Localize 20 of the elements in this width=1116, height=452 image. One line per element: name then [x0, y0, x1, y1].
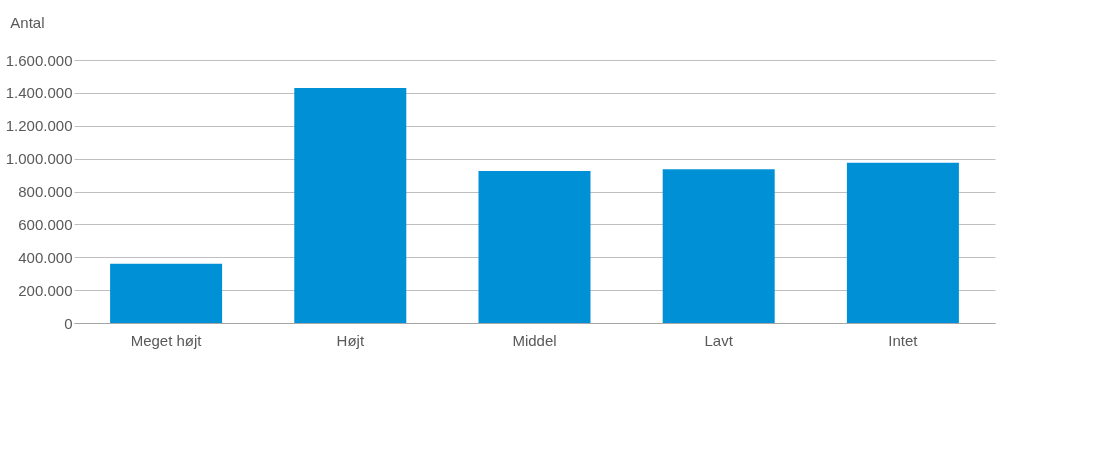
- y-tick-label: 1.600.000: [5, 51, 73, 69]
- y-tick-label: 1.000.000: [5, 150, 73, 168]
- y-tick-label: 800.000: [18, 183, 73, 200]
- bar: [294, 87, 407, 323]
- bar: [662, 169, 775, 323]
- x-tick-label: Meget højt: [130, 331, 203, 349]
- bar: [846, 162, 959, 323]
- y-tick-label: 400.000: [18, 248, 73, 266]
- bar: [110, 263, 223, 323]
- y-tick-label: 600.000: [18, 215, 73, 233]
- y-tick-label: 200.000: [18, 281, 73, 299]
- y-tick-label: 1.200.000: [5, 117, 73, 135]
- y-tick-label: 1.400.000: [5, 84, 73, 102]
- bar: [478, 170, 591, 323]
- y-tick-label: 0: [64, 314, 73, 332]
- y-axis-title: Antal: [10, 13, 45, 31]
- x-tick-label: Middel: [512, 331, 557, 349]
- x-tick-label: Lavt: [704, 331, 734, 349]
- x-tick-label: Højt: [336, 331, 365, 349]
- x-tick-label: Intet: [888, 331, 919, 349]
